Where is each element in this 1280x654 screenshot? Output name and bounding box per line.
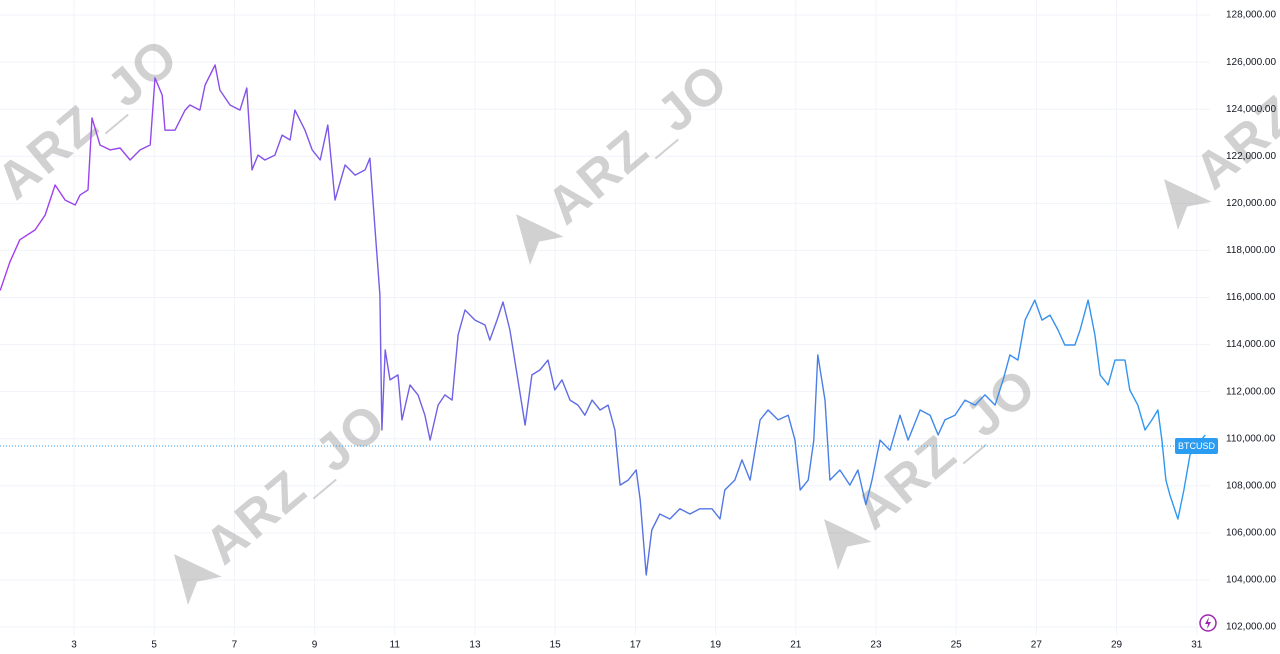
y-tick-label: 102,000.00 [1226,622,1276,633]
x-tick-label: 7 [232,640,238,651]
watermark: ARZ_JO [844,357,1048,541]
y-tick-label: 112,000.00 [1226,386,1276,397]
x-tick-label: 27 [1031,640,1043,651]
watermark: ARZ_JO [536,52,740,236]
y-tick-label: 106,000.00 [1226,527,1276,538]
plot [0,64,1210,576]
x-tick-label: 19 [710,640,722,651]
x-tick-label: 3 [71,640,77,651]
y-tick-label: 122,000.00 [1226,151,1276,162]
y-tick-label: 126,000.00 [1226,57,1276,68]
watermark: ARZ_JO [0,27,190,211]
y-tick-label: 114,000.00 [1226,339,1276,350]
x-tick-label: 11 [390,640,401,651]
price-line [0,64,1206,576]
y-tick-label: 108,000.00 [1226,480,1276,491]
x-tick-label: 29 [1111,640,1123,651]
y-tick-label: 124,000.00 [1226,104,1276,115]
y-tick-label: 120,000.00 [1226,198,1276,209]
x-tick-label: 17 [630,640,642,651]
x-tick-label: 5 [151,640,157,651]
y-tick-label: 128,000.00 [1226,10,1276,21]
y-tick-label: 110,000.00 [1226,433,1276,444]
watermark: ARZ_JO [194,392,398,576]
x-tick-label: 9 [312,640,318,651]
grid [0,0,1210,635]
replay-icon[interactable] [1199,614,1217,632]
x-tick-label: 21 [790,640,802,651]
y-tick-label: 118,000.00 [1226,245,1276,256]
symbol-label: BTCUSD [1178,441,1216,451]
x-tick-label: 25 [951,640,963,651]
symbol-badge [1175,438,1218,455]
x-tick-label: 31 [1191,640,1203,651]
x-tick-label: 15 [550,640,562,651]
y-tick-label: 104,000.00 [1226,575,1276,586]
x-tick-label: 23 [870,640,882,651]
x-tick-label: 13 [469,640,481,651]
y-tick-label: 116,000.00 [1226,292,1276,303]
